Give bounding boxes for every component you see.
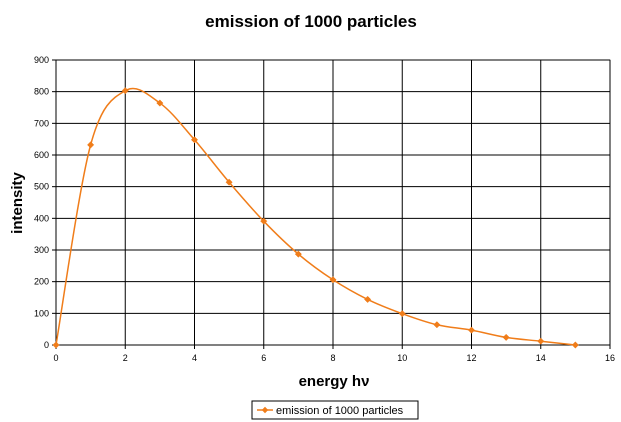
data-point (467, 326, 476, 334)
x-tick-label: 16 (605, 353, 615, 363)
data-point (294, 250, 302, 258)
legend-label: emission of 1000 particles (276, 405, 404, 417)
data-point (433, 321, 441, 329)
y-axis-ticks: 0 100 200 300 400 500 600 700 800 900 (34, 55, 56, 350)
x-tick-label: 6 (261, 353, 266, 363)
series-group (52, 87, 579, 349)
legend: emission of 1000 particles (251, 400, 419, 420)
x-tick-label: 2 (123, 353, 128, 363)
x-tick-label: 8 (330, 353, 335, 363)
data-point (225, 178, 233, 186)
y-tick-label: 500 (34, 182, 49, 192)
x-axis-ticks: 0 2 4 6 8 10 12 14 16 (53, 345, 615, 363)
x-tick-label: 12 (466, 353, 476, 363)
y-tick-label: 900 (34, 55, 49, 65)
legend-marker (261, 406, 269, 414)
x-tick-label: 10 (397, 353, 407, 363)
data-point (364, 295, 372, 303)
data-point (190, 136, 199, 144)
y-tick-label: 0 (44, 340, 49, 350)
y-axis-title: intensity (9, 172, 26, 234)
chart-title: emission of 1000 particles (205, 12, 417, 31)
y-tick-label: 200 (34, 277, 49, 287)
legend-box (251, 400, 419, 420)
data-point (52, 341, 60, 349)
data-point (121, 87, 129, 95)
y-tick-label: 400 (34, 213, 49, 223)
x-tick-label: 14 (536, 353, 546, 363)
x-tick-label: 0 (53, 353, 58, 363)
data-point (87, 141, 95, 149)
data-point (260, 217, 268, 225)
y-tick-label: 300 (34, 245, 49, 255)
y-tick-label: 600 (34, 150, 49, 160)
data-point (537, 337, 545, 345)
y-tick-label: 700 (34, 118, 49, 128)
y-tick-label: 800 (34, 87, 49, 97)
data-point (502, 333, 510, 341)
data-point (398, 310, 406, 318)
data-point (329, 276, 337, 284)
x-tick-label: 4 (192, 353, 197, 363)
y-tick-label: 100 (34, 308, 49, 318)
x-axis-title: energy hν (299, 373, 370, 390)
data-point (156, 99, 164, 107)
data-point (571, 341, 579, 349)
